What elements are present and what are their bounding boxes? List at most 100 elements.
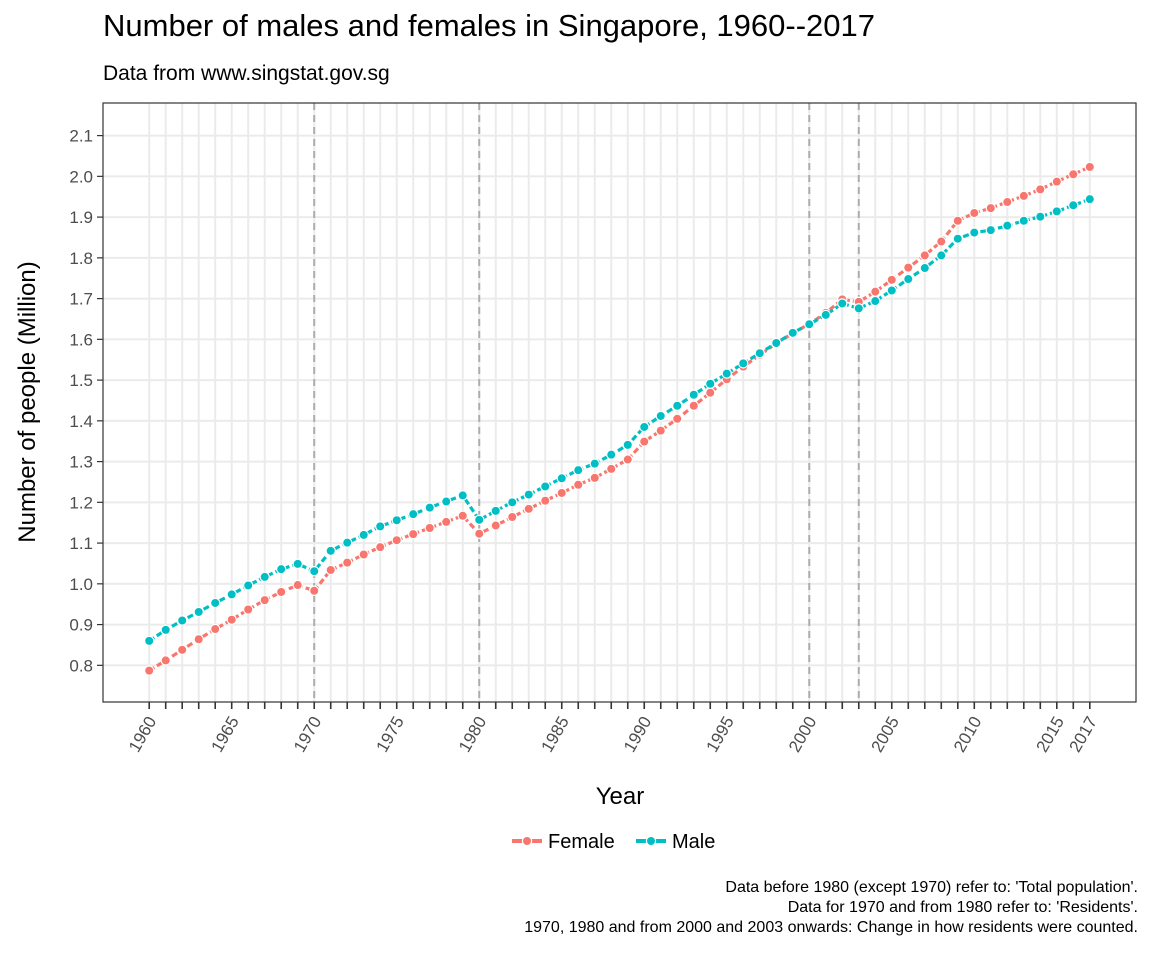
- data-point: [705, 378, 716, 389]
- data-point: [721, 368, 732, 379]
- data-point: [639, 436, 650, 447]
- data-point: [1002, 196, 1013, 208]
- x-tick-label: 2005: [868, 713, 903, 755]
- data-point: [985, 224, 996, 236]
- plot-panel-border: [102, 102, 1137, 703]
- data-point: [1018, 215, 1029, 226]
- x-tick-label: 1995: [703, 713, 738, 755]
- data-point: [243, 604, 254, 615]
- data-point: [358, 549, 369, 560]
- x-tick-label: 1985: [538, 713, 573, 755]
- data-point: [309, 565, 320, 577]
- data-point: [573, 464, 584, 476]
- x-tick-label: 2017: [1066, 713, 1101, 755]
- data-point: [1068, 200, 1079, 211]
- data-point: [985, 202, 996, 214]
- y-tick-label: 1.9: [69, 208, 93, 227]
- x-tick-label: 2000: [785, 713, 820, 755]
- data-point: [342, 537, 353, 548]
- data-point: [655, 410, 666, 422]
- x-tick-label: 1980: [455, 713, 490, 755]
- y-tick-label: 2.0: [69, 167, 93, 186]
- data-point: [523, 489, 534, 500]
- caption: Data before 1980 (except 1970) refer to:…: [524, 878, 1138, 938]
- data-point: [144, 635, 155, 647]
- data-point: [309, 585, 320, 596]
- y-tick-label: 1.5: [69, 371, 93, 390]
- x-tick-label: 1970: [290, 713, 325, 755]
- data-point: [259, 594, 270, 606]
- data-point: [1018, 190, 1029, 202]
- data-point: [177, 615, 188, 626]
- data-point: [936, 250, 947, 261]
- data-point: [919, 250, 930, 261]
- x-axis: 1960 1965 1970 1975 1980 1985 1990 1995 2000 2005…: [125, 702, 1101, 755]
- data-point: [523, 503, 534, 515]
- data-point: [606, 449, 617, 460]
- data-point: [474, 528, 485, 539]
- data-point: [936, 236, 947, 247]
- y-tick-label: 1.6: [69, 330, 93, 349]
- data-point: [457, 510, 468, 521]
- x-tick-label: 2010: [950, 713, 985, 755]
- reference-lines: [313, 103, 860, 702]
- data-point: [325, 545, 336, 557]
- data-point: [193, 634, 204, 645]
- data-point: [441, 516, 452, 528]
- data-point: [738, 358, 749, 369]
- data-point: [804, 319, 815, 330]
- x-tick-label: 2015: [1033, 713, 1068, 755]
- y-tick-label: 1.4: [69, 412, 93, 431]
- data-point: [193, 606, 204, 618]
- data-point: [1068, 169, 1079, 180]
- data-point: [870, 286, 881, 297]
- data-point: [870, 295, 881, 307]
- data-point: [292, 579, 303, 591]
- data-point: [276, 586, 287, 598]
- data-point: [474, 514, 485, 526]
- series-male: [144, 193, 1095, 647]
- data-point: [210, 623, 221, 635]
- data-point: [490, 505, 501, 517]
- data-point: [243, 580, 254, 591]
- data-point: [1002, 220, 1013, 231]
- legend-label: Male: [672, 831, 715, 853]
- data-point: [688, 389, 699, 400]
- data-point: [342, 557, 353, 568]
- series-line: [148, 165, 1091, 672]
- data-point: [276, 563, 287, 575]
- data-point: [358, 529, 369, 541]
- data-point: [540, 495, 551, 506]
- y-tick-label: 1.3: [69, 453, 93, 472]
- data-point: [655, 425, 666, 436]
- data-point: [507, 511, 518, 523]
- y-tick-label: 1.7: [69, 290, 93, 309]
- data-point: [573, 479, 584, 491]
- y-tick-label: 1.8: [69, 249, 93, 268]
- data-point: [672, 413, 683, 424]
- legend-key-point: [521, 835, 533, 847]
- data-point: [1051, 176, 1062, 187]
- y-tick-label: 0.9: [69, 616, 93, 635]
- data-point: [556, 487, 567, 499]
- data-point: [1051, 206, 1062, 217]
- data-point: [391, 515, 402, 526]
- grid: [103, 103, 1136, 702]
- data-point: [292, 558, 303, 570]
- data-point: [853, 303, 864, 314]
- data-point: [540, 481, 551, 492]
- y-axis-title: Number of people (Million): [14, 261, 41, 542]
- data-point: [259, 571, 270, 583]
- data-point: [688, 400, 699, 411]
- data-point: [391, 535, 402, 546]
- data-point: [408, 508, 419, 520]
- data-point: [639, 421, 650, 433]
- data-point: [144, 665, 155, 676]
- data-point: [589, 458, 600, 469]
- caption-line: Data for 1970 and from 1980 refer to: 'R…: [787, 899, 1138, 916]
- legend: Female Male: [512, 831, 715, 853]
- data-point: [490, 520, 501, 531]
- data-point: [375, 521, 386, 532]
- data-point: [408, 528, 419, 540]
